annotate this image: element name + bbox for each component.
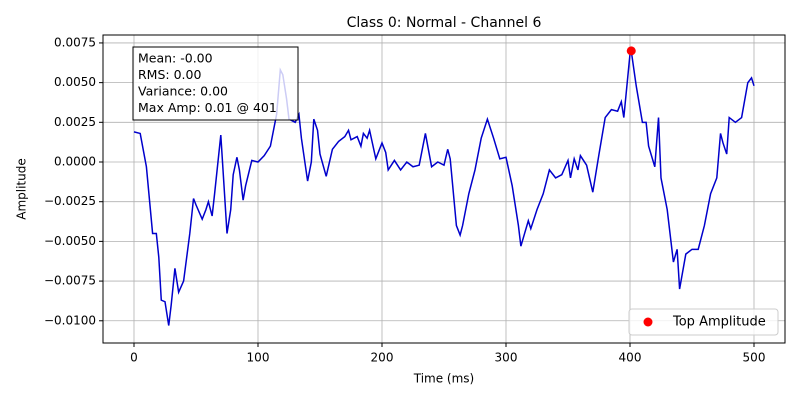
stats-line: RMS: 0.00: [138, 67, 201, 82]
plot-frame: [102, 34, 786, 344]
x-tick-label: 200: [371, 351, 394, 365]
x-tick-label: 300: [495, 351, 518, 365]
y-tick-label: −0.0075: [44, 274, 96, 288]
y-tick-label: −0.0100: [44, 313, 96, 327]
y-tick-label: −0.0025: [44, 194, 96, 208]
stats-line: Mean: -0.00: [138, 51, 213, 66]
y-tick-label: 0.0050: [54, 75, 96, 89]
line: [133, 47, 755, 326]
chart-title: Class 0: Normal - Channel 6: [347, 15, 542, 31]
legend-box: [628, 308, 779, 336]
stats-line: Variance: 0.00: [138, 84, 228, 99]
y-tick-label: 0.0025: [54, 115, 96, 129]
legend-marker: [643, 317, 653, 327]
x-tick-label: 100: [247, 351, 270, 365]
y-axis-label: Amplitude: [15, 158, 29, 220]
y-tick-label: 0.0075: [54, 35, 96, 49]
y-tick-label: 0.0000: [54, 155, 96, 169]
x-tick-label: 500: [743, 351, 766, 365]
y-tick-label: −0.0050: [44, 234, 96, 248]
stats-line: Max Amp: 0.01 @ 401: [138, 100, 277, 115]
x-axis-label: Time (ms): [413, 372, 475, 386]
x-tick-label: 400: [619, 351, 642, 365]
scatter-point: [626, 46, 636, 56]
x-tick-label: 0: [130, 351, 138, 365]
legend-label: Top Amplitude: [672, 315, 766, 330]
stats-box: [132, 46, 299, 121]
